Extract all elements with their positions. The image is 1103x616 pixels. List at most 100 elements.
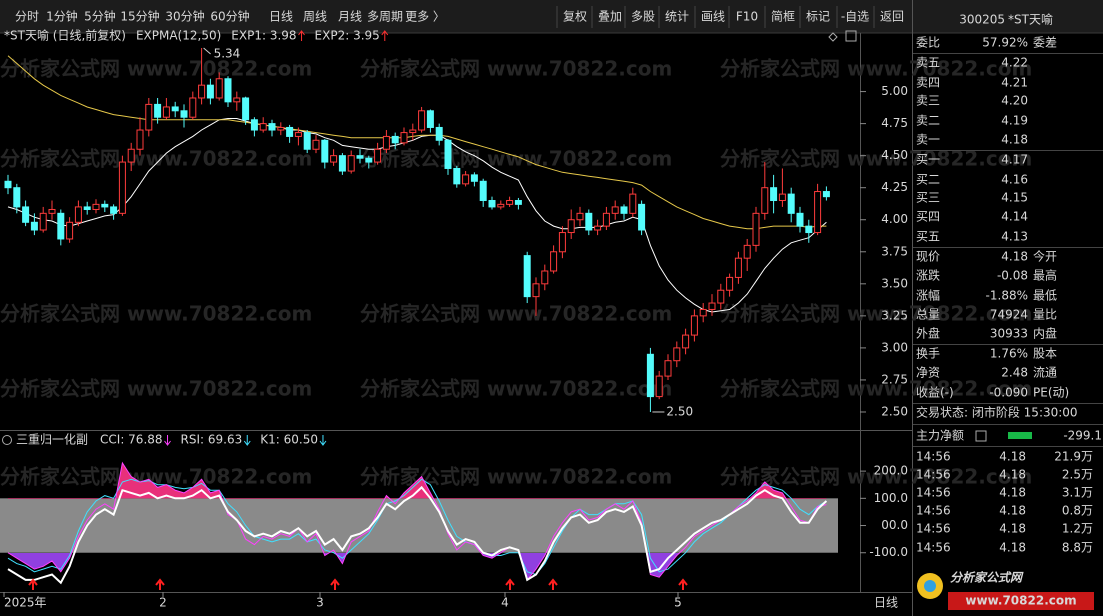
candle-body (110, 206, 118, 214)
tab[interactable]: 多周期 (367, 10, 403, 24)
plots (0, 48, 838, 585)
x-tick-label: 5 (674, 596, 682, 610)
row-label: 买三 (916, 191, 940, 205)
y-tick-label: 100.0 (874, 491, 908, 505)
toolbar-bg (0, 0, 1103, 33)
candle-body (655, 375, 663, 398)
list-icon (975, 430, 987, 442)
annotation-arrow (203, 47, 211, 55)
toolbar-button[interactable]: 简框 (771, 10, 795, 24)
row-value: 4.19 (1001, 114, 1028, 128)
legend-arrow (298, 30, 305, 41)
trade-time: 14:56 (916, 522, 951, 536)
candle-body (479, 180, 487, 202)
tab[interactable]: 周线 (303, 10, 327, 24)
watermark: 分析家公式网 www.70822.com (0, 377, 312, 401)
row-label: 涨幅 (916, 288, 940, 303)
watermark: 分析家公式网 www.70822.com (0, 57, 312, 81)
row-value: 4.13 (1001, 230, 1028, 244)
watermark: 分析家公式网 www.70822.com (360, 147, 672, 171)
watermark: 分析家公式网 www.70822.com (720, 302, 1032, 326)
candle-body (550, 251, 558, 272)
watermark: 分析家公式网 www.70822.com (720, 465, 1032, 489)
candle-body (822, 191, 830, 198)
tab[interactable]: 30分钟 (165, 9, 204, 24)
candle-body (74, 206, 82, 223)
tab[interactable]: 5分钟 (84, 9, 116, 24)
row-label: 现价 (916, 250, 940, 264)
candle-body (682, 334, 690, 349)
tab[interactable]: 更多 〉 (405, 10, 445, 24)
logo-icon (924, 580, 936, 592)
x-tick-label: 4 (501, 596, 509, 610)
candle-body (330, 155, 338, 163)
x-tick-label: 2025年 (4, 596, 47, 610)
candle-body (726, 276, 734, 291)
row-value: 1.76% (990, 347, 1028, 361)
row-value: -1.88% (986, 289, 1028, 303)
candle-body (303, 132, 311, 150)
candle-body (426, 110, 434, 128)
toolbar-button[interactable]: 统计 (665, 10, 689, 24)
row-label: 卖一 (916, 133, 940, 147)
row-value: 4.22 (1001, 56, 1028, 70)
low-label: 2.50 (666, 404, 693, 418)
logo-url: www.70822.com (965, 594, 1076, 608)
row-label: 卖五 (916, 56, 940, 70)
series-line (7, 478, 827, 576)
tab[interactable]: 1分钟 (46, 9, 78, 24)
candle-body (83, 206, 91, 210)
watermark: 分析家公式网 www.70822.com (720, 377, 1032, 401)
candle-body (224, 78, 232, 103)
tab[interactable]: 分时 (15, 10, 39, 24)
candle-body (673, 347, 681, 362)
trade-volume: 8.8万 (1062, 541, 1093, 555)
legend-arrow (319, 435, 327, 446)
candle-body (233, 97, 241, 103)
row-value: 2.48 (1001, 366, 1028, 380)
tab[interactable]: 日线 (269, 10, 293, 24)
toolbar-button[interactable]: 多股 (631, 10, 655, 24)
candle-body (66, 221, 74, 240)
tab[interactable]: 月线 (338, 10, 362, 24)
trade-volume: 21.9万 (1054, 450, 1093, 464)
candle-body (805, 225, 813, 234)
row-label: 股本 (1033, 347, 1057, 361)
row-value: -0.090 (989, 386, 1028, 400)
legend-entry: RSI: 69.63 (181, 433, 243, 447)
row-label: 买二 (916, 173, 940, 187)
candle-body (717, 289, 725, 304)
toolbar-button[interactable]: 画线 (701, 10, 725, 24)
row-value: -0.08 (997, 269, 1028, 283)
toolbar-button[interactable]: -自选 (841, 10, 869, 24)
candle-body (602, 212, 610, 227)
y-tick-label: 4.50 (881, 148, 908, 162)
watermark: 分析家公式网 www.70822.com (360, 377, 672, 401)
candle-body (453, 167, 461, 185)
candle-body (13, 187, 21, 208)
row-label: 量比 (1033, 308, 1057, 322)
toolbar-button[interactable]: 叠加 (598, 10, 622, 24)
toolbar-button[interactable]: 标记 (806, 10, 830, 24)
trade-price: 4.18 (999, 522, 1026, 536)
tab[interactable]: 15分钟 (120, 9, 159, 24)
candle-body (206, 84, 214, 99)
candle-body (541, 270, 549, 285)
candle-body (444, 139, 452, 169)
toolbar-button[interactable]: F10 (736, 10, 758, 24)
row-label: PE(动) (1033, 386, 1069, 400)
candle-body (576, 212, 584, 221)
toolbar-button[interactable]: 返回 (880, 10, 904, 24)
tab[interactable]: 60分钟 (210, 9, 249, 24)
row-label: 买五 (916, 230, 940, 244)
trade-volume: 0.8万 (1062, 504, 1093, 518)
candle-body (101, 203, 109, 208)
candle-body (171, 106, 179, 112)
candle-body (734, 257, 742, 278)
candle-body (418, 110, 426, 131)
toolbar-button[interactable]: 复权 (563, 10, 587, 24)
candle-body (365, 157, 373, 163)
candle-body (796, 212, 804, 227)
candle-body (664, 360, 672, 377)
